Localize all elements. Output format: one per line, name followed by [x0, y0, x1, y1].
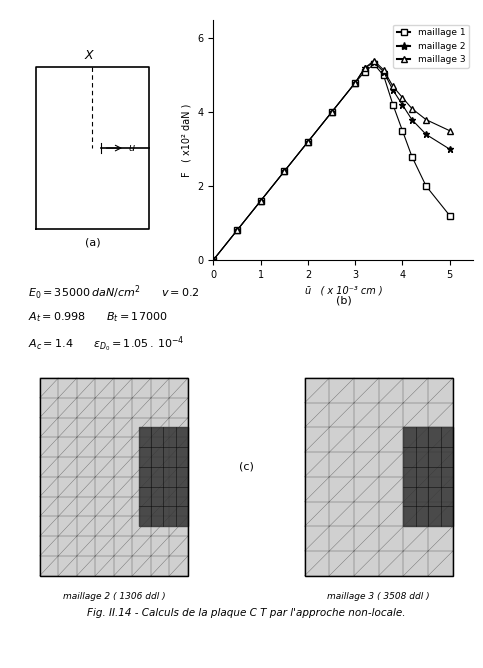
Polygon shape — [139, 428, 188, 526]
Y-axis label: F   ( x10² daN ): F ( x10² daN ) — [182, 104, 192, 176]
Text: maillage 3 ( 3508 ddl ): maillage 3 ( 3508 ddl ) — [327, 592, 430, 601]
Text: (b): (b) — [336, 295, 351, 305]
Text: (c): (c) — [239, 461, 254, 471]
Legend: maillage 1, maillage 2, maillage 3: maillage 1, maillage 2, maillage 3 — [393, 25, 469, 68]
Text: (a): (a) — [85, 238, 100, 248]
Text: Fig. II.14 - Calculs de la plaque C T par l'approche non-locale.: Fig. II.14 - Calculs de la plaque C T pa… — [87, 608, 406, 618]
Text: X: X — [85, 49, 94, 61]
Text: u: u — [128, 143, 134, 153]
Text: $E_0 = 35000\,daN/cm^2$      $v = 0.2$
$A_t = 0.998$      $B_t = 17000$
$A_c = 1: $E_0 = 35000\,daN/cm^2$ $v = 0.2$ $A_t =… — [28, 284, 199, 355]
Polygon shape — [403, 428, 453, 526]
Text: maillage 2 ( 1306 ddl ): maillage 2 ( 1306 ddl ) — [63, 592, 165, 601]
X-axis label: ũ   ( x 10⁻³ cm ): ũ ( x 10⁻³ cm ) — [305, 285, 382, 295]
